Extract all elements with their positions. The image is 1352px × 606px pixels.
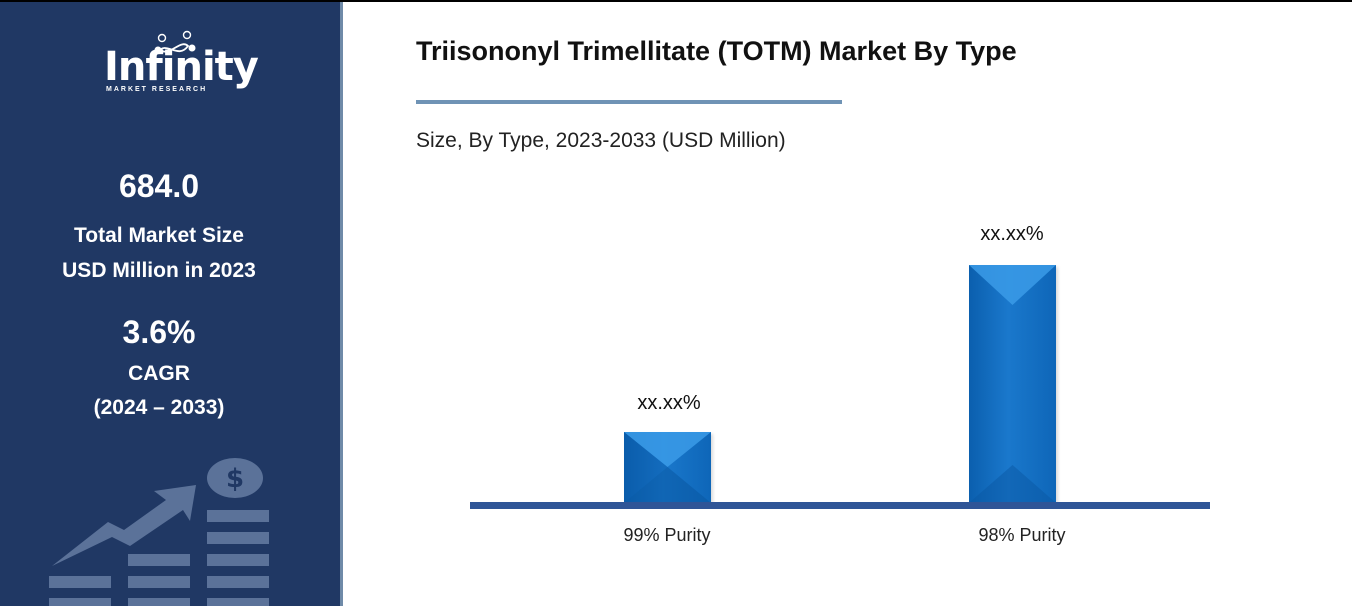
- chart-subtitle: Size, By Type, 2023-2033 (USD Million): [416, 129, 786, 152]
- bar-value-label: xx.xx%: [637, 392, 701, 414]
- cagr-value: 3.6%: [122, 314, 196, 350]
- sidebar-divider: [340, 2, 343, 606]
- bar-value-label: xx.xx%: [980, 223, 1044, 245]
- chart-title: Triisononyl Trimellitate (TOTM) Market B…: [416, 36, 1017, 66]
- sidebar: Infinity MARKET RESEARCH 684.0 Total Mar…: [0, 2, 340, 606]
- category-label: 99% Purity: [623, 525, 711, 545]
- market-size-unit: USD Million in 2023: [62, 259, 256, 282]
- cagr-period: (2024 – 2033): [93, 396, 225, 419]
- infinity-logo-icon: [154, 30, 196, 54]
- cagr-label: CAGR: [128, 362, 190, 385]
- logo-tagline: MARKET RESEARCH: [106, 86, 208, 93]
- bar-98-purity: [969, 265, 1056, 503]
- svg-text:$: $: [226, 464, 244, 494]
- top-border: [0, 0, 1352, 2]
- bar-99-purity: [624, 432, 711, 503]
- logo-wordmark: Infinity: [104, 44, 259, 90]
- x-axis-baseline: [470, 502, 1210, 509]
- growth-chart-dollar-icon: $: [49, 458, 269, 606]
- category-label: 98% Purity: [978, 525, 1066, 545]
- market-size-value: 684.0: [118, 168, 200, 204]
- logo: Infinity MARKET RESEARCH: [100, 30, 259, 100]
- market-size-label: Total Market Size: [74, 224, 244, 247]
- title-underline: [416, 100, 842, 104]
